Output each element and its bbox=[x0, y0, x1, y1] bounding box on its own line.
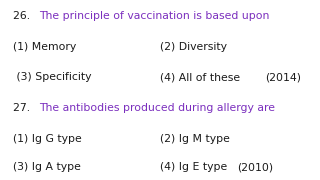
Text: (4) Ig E type: (4) Ig E type bbox=[160, 162, 227, 172]
Text: (2) Diversity: (2) Diversity bbox=[160, 42, 227, 52]
Text: (2014): (2014) bbox=[266, 72, 301, 82]
Text: 27.: 27. bbox=[13, 103, 33, 113]
Text: The antibodies produced during allergy are: The antibodies produced during allergy a… bbox=[39, 103, 276, 113]
Text: (1) Memory: (1) Memory bbox=[13, 42, 76, 52]
Text: The principle of vaccination is based upon: The principle of vaccination is based up… bbox=[39, 11, 270, 21]
Text: (1) Ig G type: (1) Ig G type bbox=[13, 134, 82, 144]
Text: 26.: 26. bbox=[13, 11, 33, 21]
Text: (3) Ig A type: (3) Ig A type bbox=[13, 162, 81, 172]
Text: (3) Specificity: (3) Specificity bbox=[13, 72, 91, 82]
Text: (2) Ig M type: (2) Ig M type bbox=[160, 134, 230, 144]
Text: (2010): (2010) bbox=[237, 162, 273, 172]
Text: (4) All of these: (4) All of these bbox=[160, 72, 240, 82]
